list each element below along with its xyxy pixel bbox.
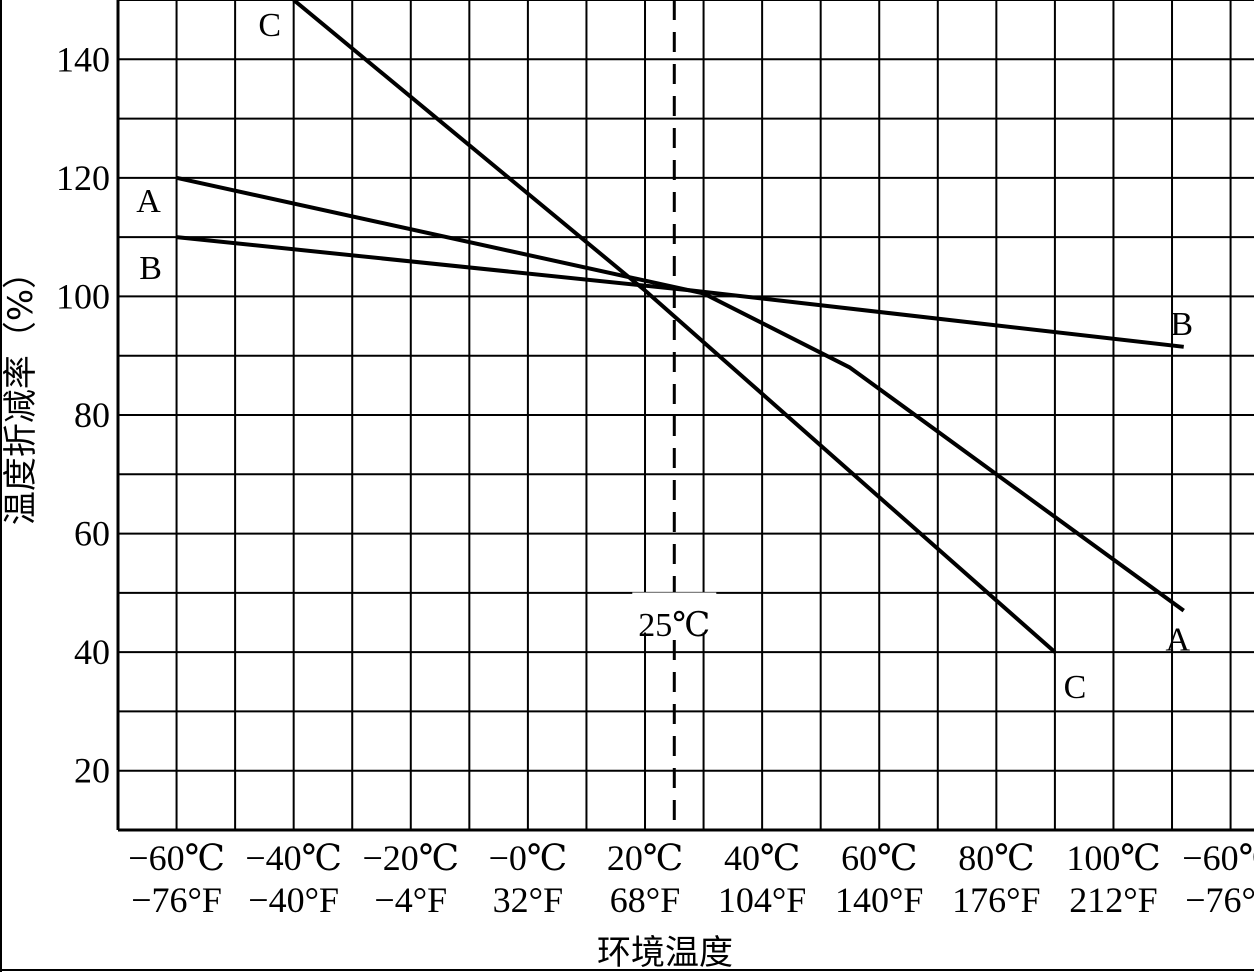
- series-label-c-end: C: [1064, 669, 1087, 706]
- series-line-a: [176, 175, 1185, 613]
- x-tick-label-celsius: 80℃: [958, 838, 1034, 878]
- x-tick-label-celsius: −20℃: [362, 838, 459, 878]
- reference-line-group: 25℃: [632, 0, 717, 830]
- x-tick-label-fahrenheit: 32°F: [493, 880, 563, 920]
- series-label-b-end: B: [1170, 306, 1193, 343]
- x-tick-label-celsius: −40℃: [245, 838, 342, 878]
- x-tick-label-fahrenheit: 140°F: [835, 880, 923, 920]
- reference-label-bg: [632, 592, 717, 633]
- x-tick-label-fahrenheit: 212°F: [1069, 880, 1157, 920]
- series-label-c-start: C: [258, 7, 281, 44]
- series-label-a-start: A: [136, 183, 161, 220]
- series-line-b: [176, 235, 1184, 349]
- y-tick-label: 40: [74, 632, 110, 672]
- x-tick-label-fahrenheit: −76°F: [1185, 880, 1254, 920]
- x-tick-label-celsius: 100℃: [1066, 838, 1160, 878]
- series-line-c: [292, 0, 1057, 654]
- x-tick-label-fahrenheit: 176°F: [952, 880, 1040, 920]
- x-tick-label-fahrenheit: −40°F: [248, 880, 339, 920]
- x-axis-title: 环境温度: [597, 933, 733, 972]
- y-tick-label: 140: [56, 39, 110, 79]
- x-tick-label-fahrenheit: −76°F: [131, 880, 222, 920]
- y-tick-label: 100: [56, 276, 110, 316]
- x-tick-label-fahrenheit: 104°F: [718, 880, 806, 920]
- x-tick-label-celsius: 40℃: [724, 838, 800, 878]
- x-tick-label-celsius: −60℃: [128, 838, 225, 878]
- x-tick-label-celsius: 20℃: [607, 838, 683, 878]
- y-tick-label: 20: [74, 751, 110, 791]
- series-label-b-start: B: [139, 250, 162, 287]
- series-label-a-end: A: [1165, 622, 1190, 659]
- x-tick-label-celsius: −0℃: [489, 838, 568, 878]
- x-tick-label-celsius: −60℃: [1182, 838, 1254, 878]
- y-tick-label: 120: [56, 158, 110, 198]
- tick-labels: 20406080100120140−60℃−76°F−40℃−40°F−20℃−…: [56, 39, 1254, 920]
- y-tick-label: 80: [74, 395, 110, 435]
- y-axis-title: 温度折减率（%）: [1, 255, 41, 525]
- reference-line-label: 25℃: [638, 607, 710, 644]
- x-tick-label-fahrenheit: −4°F: [374, 880, 447, 920]
- series-lines: [176, 0, 1185, 654]
- x-tick-label-fahrenheit: 68°F: [610, 880, 680, 920]
- y-tick-label: 60: [74, 514, 110, 554]
- x-tick-label-celsius: 60℃: [841, 838, 917, 878]
